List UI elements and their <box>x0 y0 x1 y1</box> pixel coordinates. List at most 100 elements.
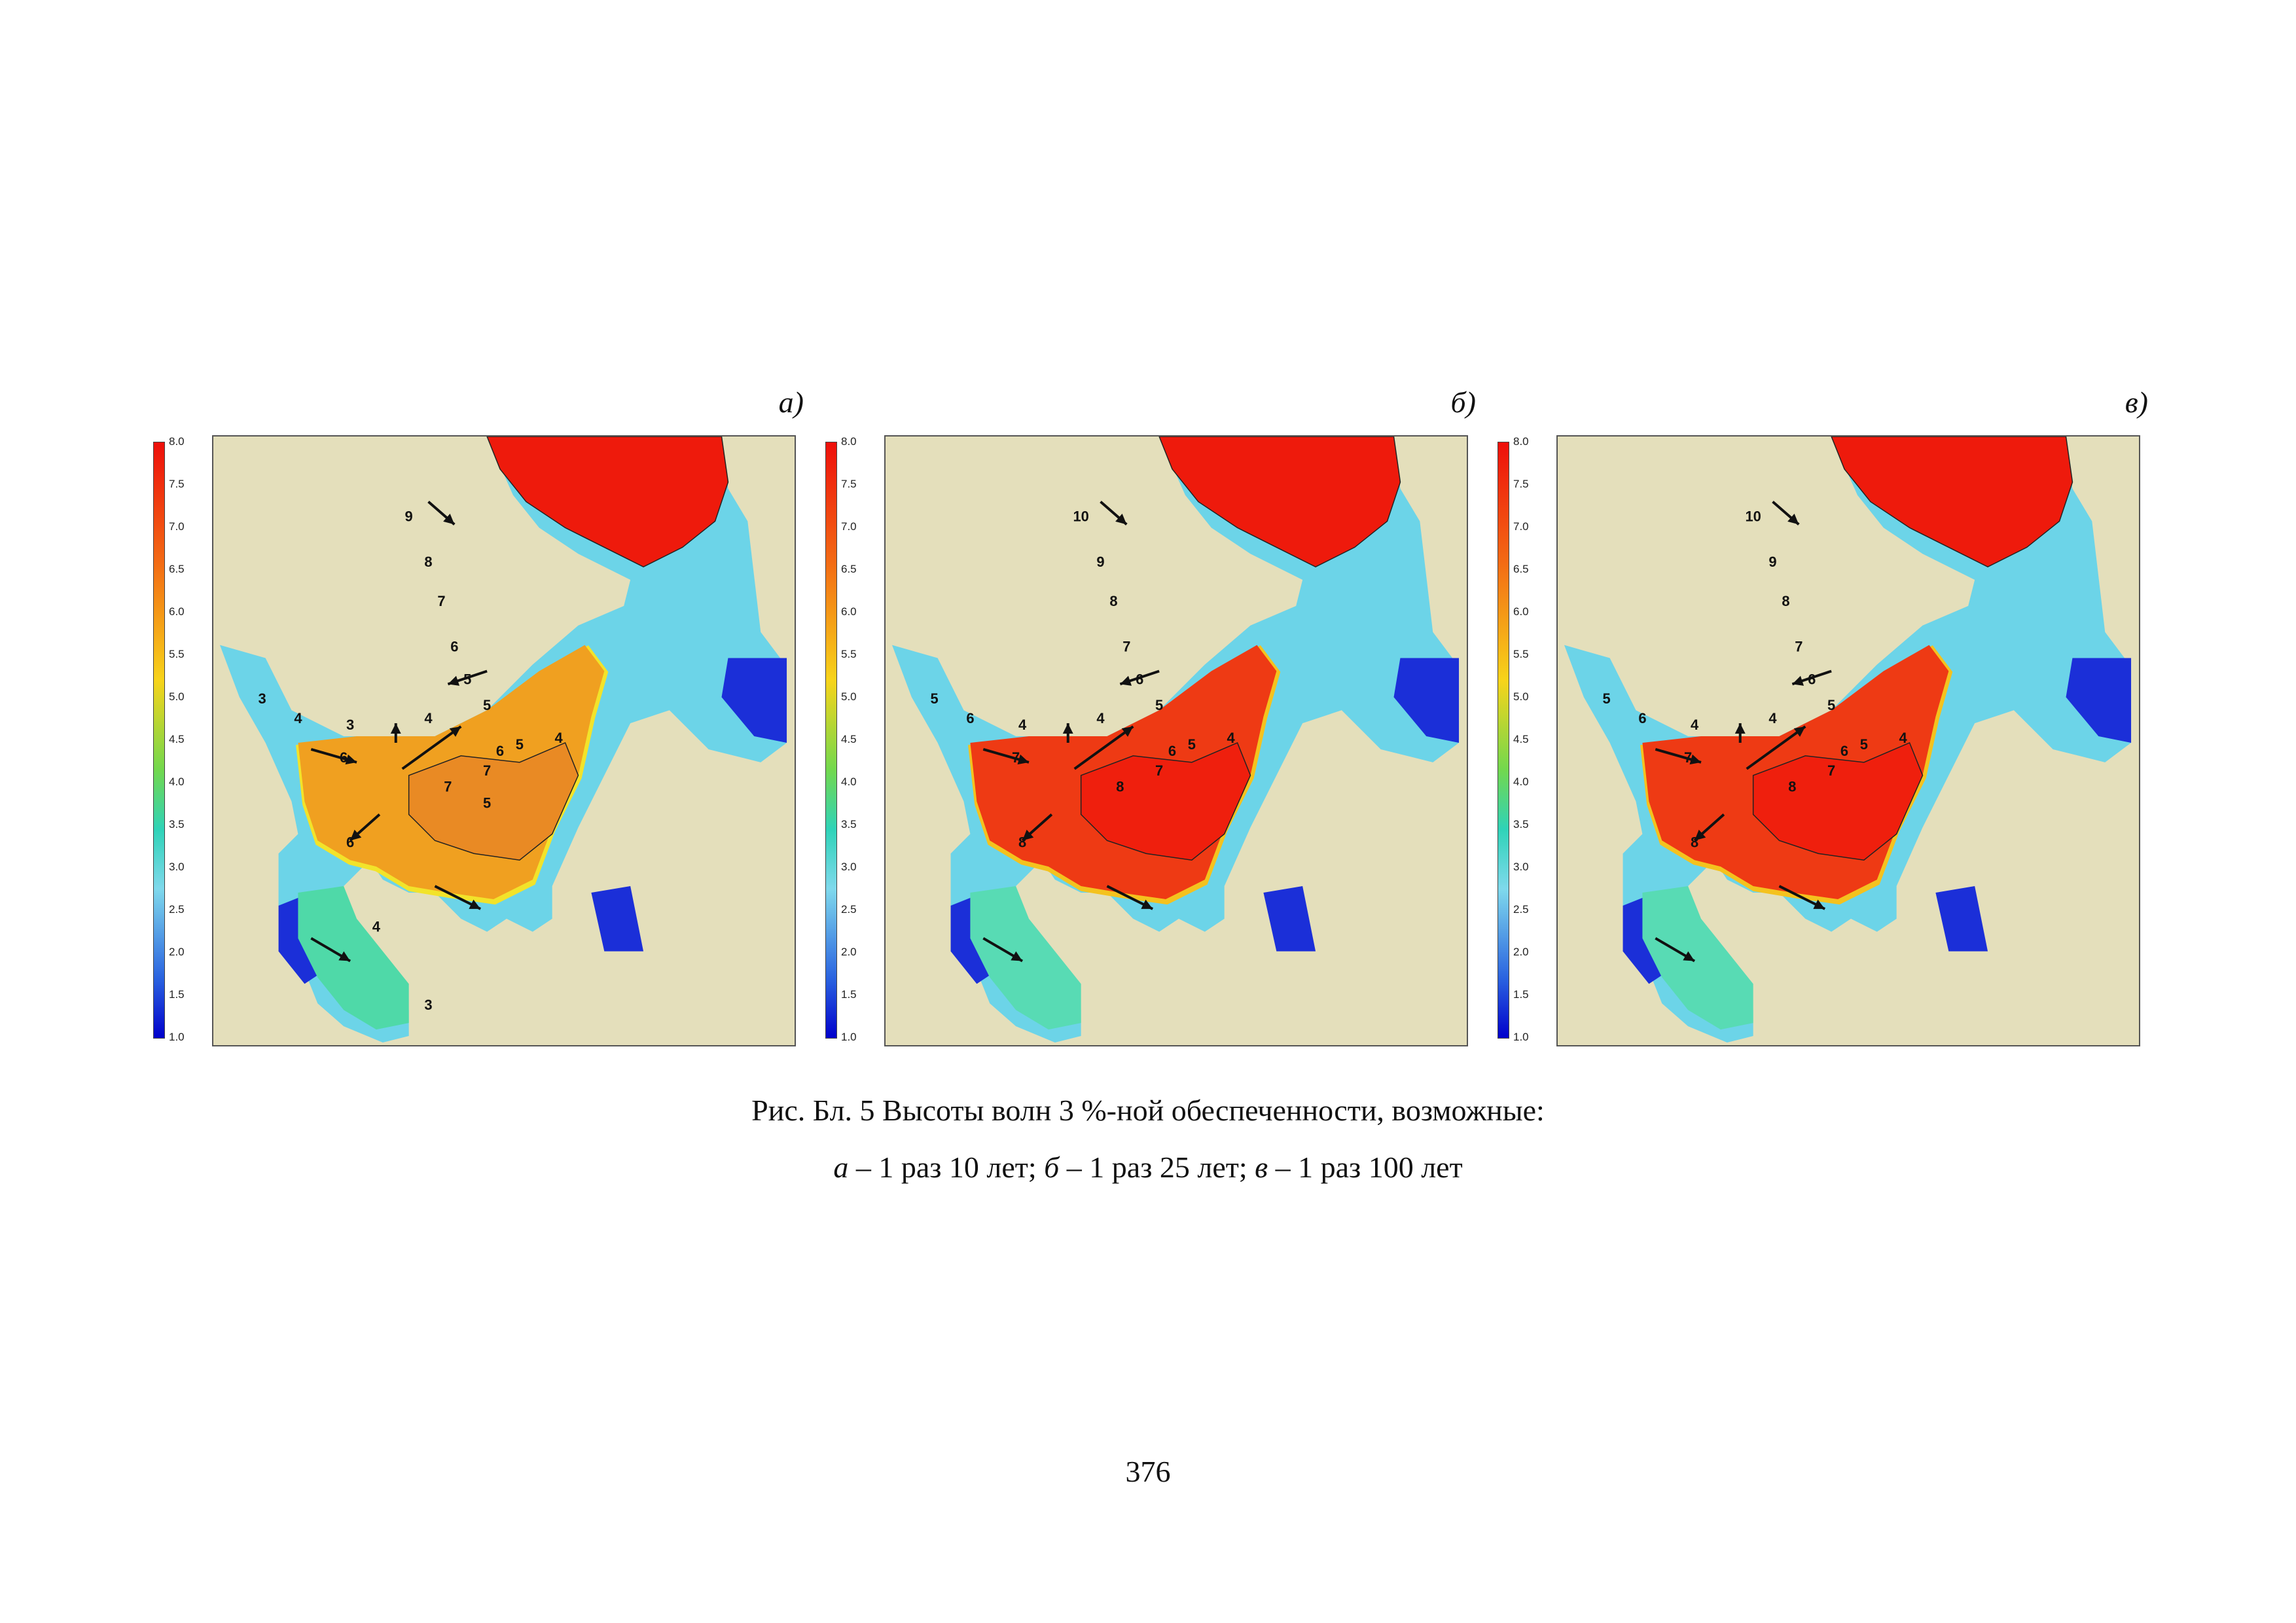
panel-label-c: в) <box>2125 385 2148 419</box>
colorbar-tick-label: 2.0 <box>1513 946 1529 958</box>
figure-panel-a: а) 8.0 7.5 7.0 6.5 6.0 5.5 5.0 4.5 4.0 3.5 3.0 2.5 2.… <box>149 386 804 1054</box>
contour-label: 6 <box>346 834 354 850</box>
wave-direction-arrow <box>434 885 482 910</box>
central-core-zone <box>1752 741 1924 861</box>
shallow-zone <box>591 886 644 952</box>
caption-part-b: б <box>1044 1150 1060 1184</box>
contour-label: 4 <box>1096 710 1105 726</box>
panel-label-a: а) <box>778 385 804 419</box>
colorbar-tick-label: 1.0 <box>841 1031 857 1043</box>
colorbar-tick-label: 4.0 <box>1513 776 1529 788</box>
contour-label: 4 <box>294 710 302 726</box>
contour-label: 6 <box>340 749 348 766</box>
contour-label: 4 <box>1691 717 1699 733</box>
wave-direction-arrow <box>1073 725 1134 770</box>
colorbar-tick-label: 1.0 <box>169 1031 185 1043</box>
colorbar-tick-label: 5.0 <box>1513 690 1529 703</box>
wave-direction-arrow <box>1119 669 1160 686</box>
colorbar-tick-label: 1.5 <box>169 988 185 1001</box>
contour-label: 5 <box>931 690 939 707</box>
wave-direction-arrow <box>1100 501 1128 526</box>
wave-direction-arrow <box>1062 723 1073 743</box>
colorbar-tick-label: 8.0 <box>1513 435 1529 448</box>
contour-label: 6 <box>966 710 974 726</box>
colorbar-tick-label: 6.5 <box>841 563 857 575</box>
colorbar-tick-label: 4.0 <box>169 776 185 788</box>
wave-height-map: 10 9 8 7 6 5 4 4 5 6 7 8 8 7 6 5 4 <box>884 435 1468 1046</box>
colorbar-tick-label: 4.5 <box>841 733 857 745</box>
contour-label: 4 <box>1018 717 1027 733</box>
contour-label: 8 <box>1109 593 1117 609</box>
panel-label-b: б) <box>1450 385 1476 419</box>
contour-label: 6 <box>1840 743 1848 759</box>
contour-label: 7 <box>1012 749 1020 766</box>
colorbar-tick-label: 5.5 <box>841 648 857 660</box>
shallow-zone <box>721 658 787 743</box>
caption-part-a: а <box>833 1150 849 1184</box>
contour-label: 4 <box>1768 710 1777 726</box>
colorbar-tick-label: 4.5 <box>1513 733 1529 745</box>
contour-label: 6 <box>450 639 458 655</box>
wave-direction-arrow <box>310 936 351 963</box>
colorbar-tick-label: 2.5 <box>1513 903 1529 916</box>
wave-direction-arrow <box>1021 813 1053 842</box>
contour-label: 7 <box>1122 639 1130 655</box>
central-core-zone <box>1080 741 1251 861</box>
central-core-zone <box>408 741 579 861</box>
colorbar-tick-label: 3.0 <box>841 861 857 873</box>
colorbar <box>153 442 165 1039</box>
contour-label: 6 <box>1168 743 1176 759</box>
wave-direction-arrow <box>310 748 357 765</box>
wave-direction-arrow <box>982 748 1030 765</box>
shallow-zone <box>1393 658 1460 743</box>
contour-label: 4 <box>1227 730 1236 746</box>
shallow-zone <box>1263 886 1316 952</box>
figure-panel-c: в) 8.0 7.5 7.0 6.5 6.0 5.5 5.0 4.5 4.0 3.5 3.0 2.5 2.… <box>1494 386 2148 1054</box>
caption-text-c: – 1 раз 100 лет <box>1268 1150 1463 1184</box>
wave-direction-arrow <box>1655 748 1702 765</box>
page-number: 376 <box>1125 1455 1171 1488</box>
southern-bay-zone <box>298 886 409 1030</box>
contour-label: 10 <box>1745 508 1761 524</box>
contour-label: 5 <box>1860 736 1868 753</box>
wave-direction-arrow <box>1778 885 1826 910</box>
northern-basin-zone <box>1158 437 1401 567</box>
colorbar-tick-label: 6.0 <box>169 605 185 618</box>
colorbar-tick-label: 5.5 <box>1513 648 1529 660</box>
contour-label: 9 <box>1096 554 1104 570</box>
figure-panel-b: б) 8.0 7.5 7.0 6.5 6.0 5.5 5.0 4.5 4.0 3.5 3.0 2.5 2.… <box>821 386 1476 1054</box>
caption-text-a: – 1 раз 10 лет; <box>848 1150 1045 1184</box>
contour-label: 5 <box>1188 736 1196 753</box>
colorbar-tick-label: 3.5 <box>1513 818 1529 830</box>
colorbar-tick-label: 7.0 <box>1513 520 1529 533</box>
southern-bay-zone <box>970 886 1081 1030</box>
colorbar-tick-label: 5.0 <box>841 690 857 703</box>
contour-label: 8 <box>1782 593 1789 609</box>
contour-label: 5 <box>1155 697 1163 713</box>
colorbar-tick-label: 7.5 <box>841 478 857 490</box>
figure-caption-line-1: Рис. Бл. 5 Высоты волн 3 %-ной обеспечен… <box>751 1094 1545 1127</box>
contour-label: 7 <box>437 593 445 609</box>
caption-text-b: – 1 раз 25 лет; <box>1059 1150 1255 1184</box>
contour-label: 7 <box>483 762 491 779</box>
contour-label: 8 <box>1788 779 1796 795</box>
wave-direction-arrow <box>982 936 1024 963</box>
colorbar-tick-label: 1.5 <box>1513 988 1529 1001</box>
contour-label: 5 <box>483 795 491 812</box>
contour-label: 6 <box>1638 710 1646 726</box>
contour-label: 4 <box>424 710 433 726</box>
contour-label: 5 <box>1827 697 1835 713</box>
colorbar-tick-label: 3.0 <box>169 861 185 873</box>
shallow-zone <box>2066 658 2132 743</box>
wave-direction-arrow <box>427 501 456 526</box>
colorbar-ticks: 8.0 7.5 7.0 6.5 6.0 5.5 5.0 4.5 4.0 3.5 3.0 2.5 2.0 1… <box>841 436 867 1043</box>
colorbar-tick-label: 6.5 <box>169 563 185 575</box>
contour-label: 3 <box>346 717 354 733</box>
colorbar-ticks: 8.0 7.5 7.0 6.5 6.0 5.5 5.0 4.5 4.0 3.5 3.0 2.5 2.0 1… <box>169 436 195 1043</box>
contour-label: 6 <box>1136 671 1143 687</box>
contour-label: 8 <box>424 554 432 570</box>
colorbar-tick-label: 5.5 <box>169 648 185 660</box>
northern-basin-zone <box>486 437 729 567</box>
